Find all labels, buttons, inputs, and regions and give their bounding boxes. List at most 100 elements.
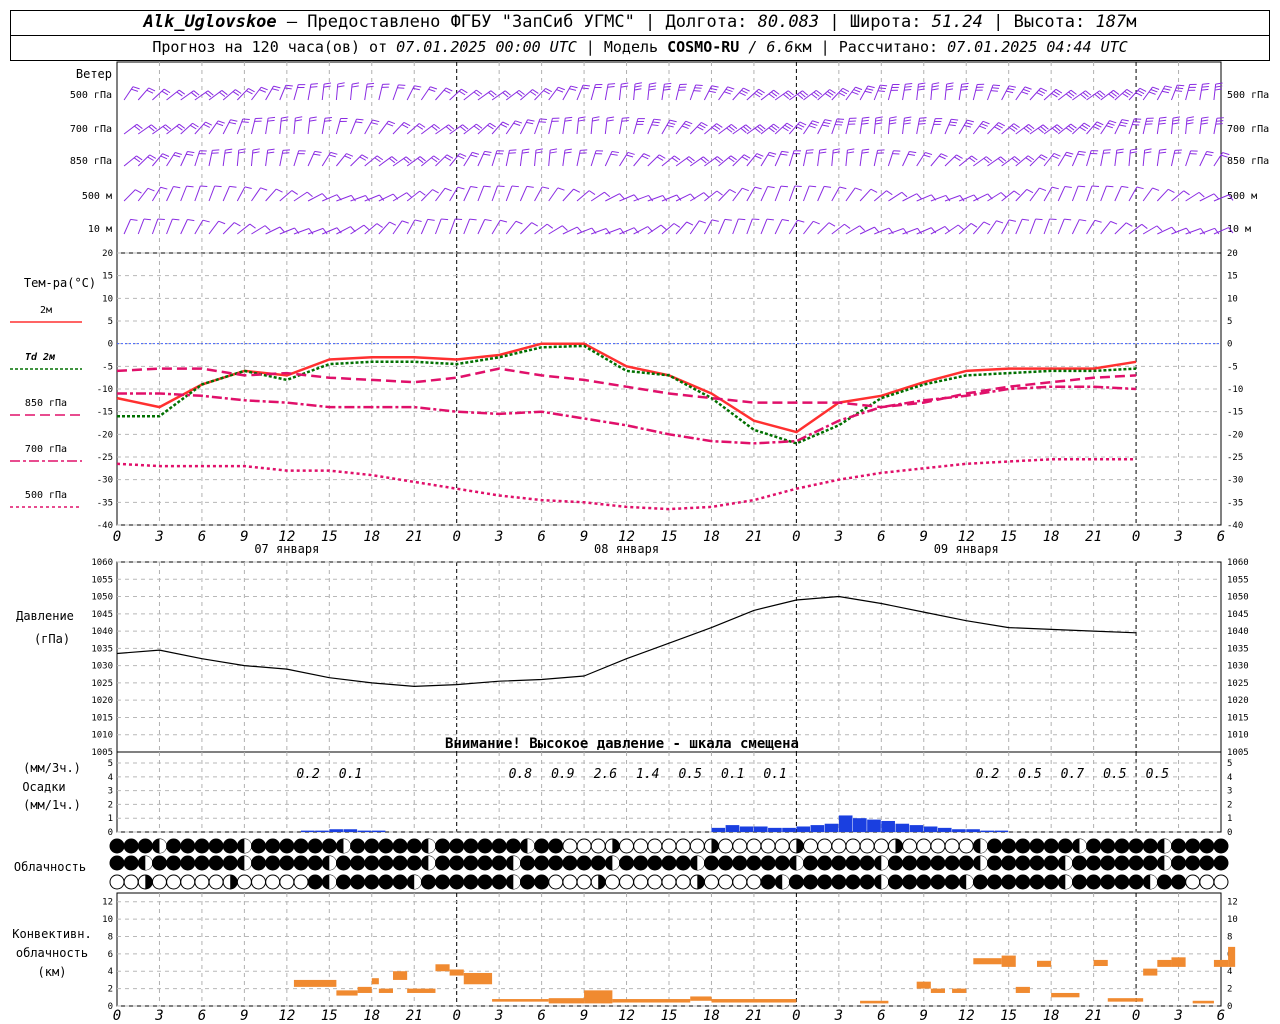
wind-barb-flag bbox=[147, 156, 154, 161]
wind-barb-flag bbox=[708, 90, 716, 93]
wind-barb-flag bbox=[668, 122, 676, 125]
cloud-cover-symbol bbox=[987, 874, 1003, 890]
wind-barb bbox=[647, 195, 663, 202]
wind-barb-flag bbox=[1172, 122, 1180, 125]
cloud-cover-symbol bbox=[364, 838, 380, 854]
cloud-cover-symbol bbox=[1128, 874, 1144, 890]
cloud-cover-symbol bbox=[222, 855, 238, 871]
cloud-cover-symbol bbox=[1100, 855, 1116, 871]
wind-barb-flag bbox=[766, 218, 774, 221]
cloud-cover-symbol bbox=[958, 855, 974, 871]
wind-barb bbox=[831, 223, 845, 235]
wind-barb bbox=[534, 118, 541, 135]
wind-barb-flag bbox=[310, 86, 318, 88]
precip-bar bbox=[357, 830, 372, 832]
wind-barb-flag bbox=[676, 194, 682, 201]
wind-barb-flag bbox=[462, 124, 469, 130]
cloud-cover-symbol bbox=[307, 874, 323, 890]
precip-bar bbox=[881, 820, 895, 832]
wind-barb-flag bbox=[946, 82, 954, 85]
wind-barb-flag bbox=[322, 228, 328, 235]
wind-barb-flag bbox=[569, 88, 577, 91]
wind-barb-flag bbox=[768, 127, 775, 133]
wind-barb bbox=[1114, 222, 1127, 235]
wind-barb-flag bbox=[470, 154, 478, 158]
day-label: 08 января bbox=[594, 542, 659, 556]
wind-barb-flag bbox=[729, 189, 737, 194]
precip-ytick-left: 0 bbox=[108, 828, 113, 838]
cloud-cover-symbol bbox=[675, 874, 691, 890]
wind-barb-flag bbox=[1053, 90, 1060, 96]
wind-barb bbox=[350, 84, 353, 101]
wind-barb bbox=[1114, 186, 1122, 202]
wind-barb-flag bbox=[875, 116, 883, 119]
temp-ytick-left: 0 bbox=[108, 340, 113, 350]
wind-barb bbox=[1171, 227, 1187, 235]
precip-3h-label: 0.2 bbox=[296, 767, 320, 782]
wind-barb-flag bbox=[546, 223, 554, 229]
wind-barb-flag bbox=[1008, 219, 1017, 222]
wind-barb-flag bbox=[1022, 218, 1030, 221]
wind-barb-flag bbox=[535, 148, 543, 151]
wind-barb-flag bbox=[1106, 125, 1114, 129]
wind-barb-flag bbox=[1200, 228, 1206, 235]
wind-barb-flag bbox=[1056, 124, 1063, 130]
wind-barb-flag bbox=[738, 218, 746, 221]
conv-ytick-right: 10 bbox=[1227, 915, 1238, 925]
conv-ytick-right: 8 bbox=[1227, 932, 1232, 942]
wind-barb bbox=[1185, 118, 1188, 135]
wind-barb-flag bbox=[1119, 124, 1127, 127]
wind-barb bbox=[618, 118, 623, 135]
wind-barb-flag bbox=[564, 148, 572, 151]
cloud-cover-symbol bbox=[222, 838, 238, 854]
temp-series-850 bbox=[116, 367, 1137, 409]
wind-barb-flag bbox=[389, 157, 396, 164]
wind-barb-flag bbox=[581, 87, 589, 90]
pressure-ytick-left: 1035 bbox=[91, 644, 113, 654]
temp-x-tick: 0 bbox=[1132, 529, 1140, 545]
wind-barb-flag bbox=[457, 155, 465, 160]
wind-barb bbox=[1057, 123, 1072, 135]
wind-barb-flag bbox=[476, 89, 483, 95]
wind-level-label-left: 500 м bbox=[82, 191, 112, 202]
cloud-cover-quadrant bbox=[145, 856, 153, 871]
calc-time: 07.01.2025 04:44 UTC bbox=[947, 38, 1128, 56]
wind-barb-flag bbox=[147, 187, 155, 192]
cloud-cover-symbol bbox=[109, 855, 125, 871]
wind-barb bbox=[123, 155, 137, 167]
cloud-cover-symbol bbox=[1185, 838, 1201, 854]
cloud-cover-quadrant bbox=[881, 856, 889, 871]
wind-barb-flag bbox=[1027, 155, 1035, 161]
conv-cloud-bar bbox=[1171, 957, 1186, 967]
cloud-cover-symbol bbox=[590, 855, 606, 871]
wind-barb-flag bbox=[1125, 222, 1133, 227]
cloud-cover-symbol bbox=[887, 874, 903, 890]
wind-barb-flag bbox=[728, 125, 735, 131]
forecast-label: Прогноз на 120 часа(ов) от bbox=[152, 38, 388, 56]
wind-barb-flag bbox=[919, 117, 927, 119]
wind-barb-flag bbox=[1035, 218, 1043, 221]
cloud-cover-symbol bbox=[1199, 874, 1215, 890]
conv-cloud-bar bbox=[492, 999, 549, 1002]
wind-barb bbox=[435, 87, 447, 101]
wind-barb bbox=[435, 187, 446, 202]
wind-barb-flag bbox=[1216, 120, 1224, 122]
cloud-cover-symbol bbox=[378, 874, 394, 890]
wind-barb-flag bbox=[700, 158, 707, 164]
wind-barb bbox=[137, 124, 152, 135]
wind-barb bbox=[534, 186, 543, 202]
cloud-cover-symbol bbox=[831, 838, 847, 854]
pressure-ytick-right: 1055 bbox=[1227, 575, 1249, 585]
wind-barb-flag bbox=[1055, 88, 1063, 94]
wind-barb-flag bbox=[366, 85, 374, 88]
wind-barb bbox=[279, 190, 293, 202]
wind-barb-flag bbox=[810, 122, 818, 126]
wind-barb-flag bbox=[730, 155, 737, 161]
wind-barb-flag bbox=[186, 185, 194, 188]
wind-barb-flag bbox=[782, 126, 789, 132]
wind-barb bbox=[873, 118, 877, 135]
wind-barb-flag bbox=[488, 92, 495, 98]
wind-barb-flag bbox=[607, 116, 615, 119]
wind-barb-flag bbox=[526, 121, 534, 125]
cloud-cover-symbol bbox=[449, 838, 465, 854]
